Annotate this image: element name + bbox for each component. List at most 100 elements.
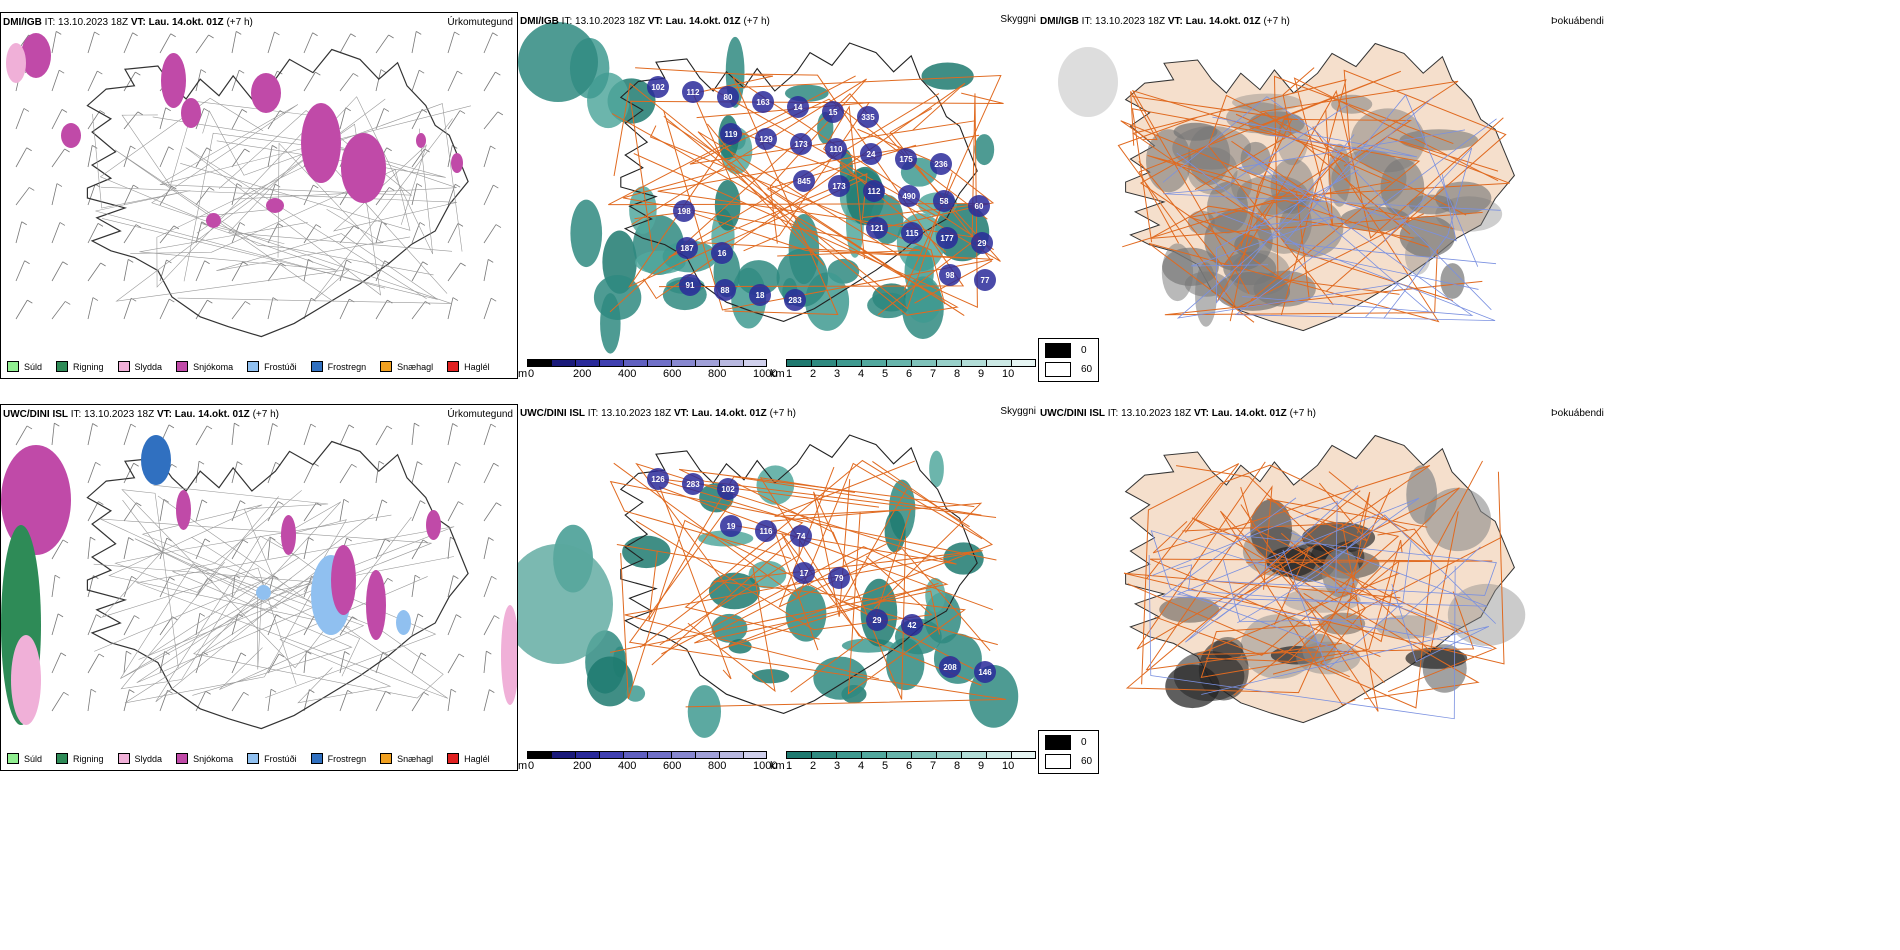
visibility-area [921,62,974,90]
cloud-base-area [711,242,733,264]
precip-area [331,545,356,615]
cloud-base-label: 335 [861,113,875,122]
tick-label: 2 [810,760,817,772]
panel-title: UWC/DINI ISL IT: 13.10.2023 18Z VT: Lau.… [3,409,279,420]
legend-item: Snæhagl [380,361,433,372]
river [1191,216,1337,267]
colorbar-segment [886,751,911,759]
legend-swatch [117,361,130,372]
cloud-base-area [828,567,850,589]
fog-legend-label: 0 [1081,345,1087,356]
cloud-base-label: 79 [835,574,844,583]
road [1182,504,1379,712]
cloud-base-label: 15 [829,108,838,117]
road [1273,75,1454,295]
colorbar-segment [671,751,695,759]
fog-area [1350,108,1426,173]
legend-label: Súld [24,753,43,764]
tick-label: 200 [573,368,592,380]
tick-label: 9 [978,760,985,772]
tick-label: 800 [708,760,727,772]
cloud-base-area [790,133,812,155]
cloud-base-label: 845 [797,177,811,186]
tick-label: 600 [663,368,682,380]
cloud-base-area [755,520,777,542]
precip-area [451,153,463,173]
road [651,531,801,666]
fog-legend-swatch [1045,735,1071,750]
cloud-base-label: 187 [680,244,694,253]
road [696,102,871,252]
fog-legend-row: 0 [1045,735,1092,750]
visibility-area [687,685,722,738]
road [770,502,983,651]
cloud-base-label: 173 [832,182,846,191]
cloud-base-area [793,170,815,192]
river [1176,564,1403,608]
precip-area [281,515,296,555]
cloud-base-area [939,656,961,678]
panel-parameter: Skyggni [1000,406,1036,417]
cloud-base-label: 116 [760,527,773,536]
cloud-base-label: 98 [946,271,955,280]
fog-map-top [1058,42,1515,332]
fog-area [1223,251,1277,286]
fog-area [1440,263,1465,299]
legend-item: Snjókoma [176,361,233,372]
cloud-base-area [866,609,888,631]
precip-area [11,635,41,725]
precip-panel-top: DMI/IGB IT: 13.10.2023 18Z VT: Lau. 14.o… [0,12,518,379]
road [1194,67,1315,191]
cloud-base-label: 16 [718,249,727,258]
river [1222,546,1481,623]
fog-area [1165,664,1220,709]
cloud-map-bottom: 126 19 17 29 208 283 116 79 42 146 102 74 [518,434,1019,738]
fog-legend-top: 0 60 [1038,338,1100,382]
cloud-base-label: 236 [934,160,948,169]
tick-label: 3 [834,368,841,380]
road [1217,89,1504,301]
legend-label: Haglél [464,753,490,764]
road [648,476,982,621]
visibility-colorbar-top [786,359,1036,367]
panel-title: UWC/DINI ISL IT: 13.10.2023 18Z VT: Lau.… [520,408,796,419]
legend-label: Rigning [73,361,104,372]
panel-parameter: Þokuábendi [1551,408,1604,419]
cloud-base-area [682,473,704,495]
road [710,74,1002,291]
tick-label: 3 [834,760,841,772]
visibility-area [751,669,790,684]
river [1176,497,1492,649]
fog-panel-bottom: UWC/DINI ISL IT: 13.10.2023 18Z VT: Lau.… [1038,404,1900,771]
legend-label: Rigning [73,753,104,764]
cloud-base-area [673,200,695,222]
precip-area [266,198,284,213]
cloud-base-label: 119 [725,130,738,139]
cloud-base-label: 198 [677,207,691,216]
visibility-area [625,685,646,702]
colorbar-segment [671,359,695,367]
legend-item: Frostregn [310,361,366,372]
cloud-base-label: 77 [981,276,990,285]
tick-label: 1000 [753,368,778,380]
tick-label: 600 [663,760,682,772]
legend-label: Snæhagl [397,753,434,764]
fog-area [1406,465,1438,525]
cloud-base-area [676,237,698,259]
visibility-area [518,22,598,102]
fog-area [1212,636,1244,661]
colorbar-segment [743,359,767,367]
cloud-base-area [857,106,879,128]
river [1163,103,1501,211]
river [1211,118,1497,321]
cloud-base-label: 177 [940,234,954,243]
cloud-base-colorbar-top [527,359,767,367]
colorbar-segment [986,751,1011,759]
cloud-base-label: 129 [759,135,773,144]
road [630,92,1004,251]
legend-swatch [176,361,189,372]
road [1275,136,1510,198]
precip-area [61,123,81,148]
legend-label: Snæhagl [397,361,434,372]
fog-legend-row: 60 [1045,362,1092,377]
